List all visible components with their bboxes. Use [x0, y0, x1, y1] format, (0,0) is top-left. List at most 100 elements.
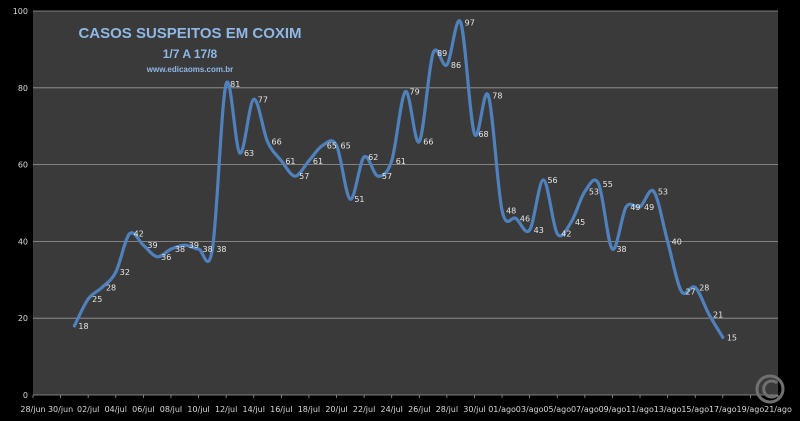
data-point — [114, 270, 118, 274]
data-point — [279, 159, 283, 163]
data-label: 56 — [547, 176, 557, 185]
data-label: 79 — [410, 88, 420, 97]
data-point — [583, 189, 587, 193]
x-tick-label: 28/jun — [20, 405, 45, 414]
data-label: 42 — [134, 230, 144, 239]
data-point — [348, 197, 352, 201]
series-line-casos-suspeitos — [72, 19, 725, 339]
data-point — [693, 285, 697, 289]
x-tick-label: 17/ago — [709, 405, 737, 414]
x-tick-label: 13/ago — [654, 405, 682, 414]
data-point — [307, 159, 311, 163]
gridlines — [33, 10, 778, 396]
data-point — [238, 151, 242, 155]
x-tick-label: 20/jul — [325, 405, 347, 414]
data-label: 21 — [713, 310, 723, 319]
data-label: 46 — [520, 214, 530, 223]
data-point — [390, 159, 394, 163]
x-tick-label: 21/ago — [764, 405, 792, 414]
data-label: 55 — [603, 180, 613, 189]
data-label: 89 — [437, 49, 447, 58]
data-label: 48 — [506, 207, 516, 216]
y-tick-label: 20 — [18, 314, 28, 323]
data-point — [541, 178, 545, 182]
x-tick-label: 15/ago — [681, 405, 709, 414]
data-label: 86 — [451, 61, 461, 70]
data-point — [624, 205, 628, 209]
x-tick-label: 03/ago — [516, 405, 544, 414]
x-tick-label: 12/jul — [215, 405, 237, 414]
chart-source: www.edicaoms.com.br — [146, 65, 233, 74]
data-point — [376, 174, 380, 178]
data-label: 39 — [189, 241, 199, 250]
data-point — [528, 228, 532, 232]
data-point — [100, 285, 104, 289]
x-tick-label: 01/ago — [488, 405, 516, 414]
data-label: 25 — [92, 295, 102, 304]
data-point — [86, 297, 90, 301]
x-tick-label: 22/jul — [353, 405, 375, 414]
data-point — [155, 255, 159, 259]
data-point — [597, 182, 601, 186]
y-tick-label: 80 — [18, 84, 28, 93]
data-point — [431, 51, 435, 55]
data-point — [404, 90, 407, 94]
data-point — [445, 63, 449, 67]
data-label: 38 — [216, 245, 226, 254]
x-tick-label: 02/jul — [77, 405, 99, 414]
data-label: 15 — [727, 333, 737, 342]
data-label: 78 — [492, 91, 502, 100]
x-tick-label: 09/ago — [599, 405, 627, 414]
data-label: 57 — [382, 172, 392, 181]
x-tick-label: 14/jul — [243, 405, 265, 414]
data-label: 62 — [368, 153, 378, 162]
data-label: 49 — [644, 203, 654, 212]
data-point — [472, 132, 476, 136]
data-label: 28 — [106, 283, 116, 292]
x-tick-label: 30/jul — [463, 405, 485, 414]
data-label: 66 — [272, 138, 282, 147]
data-point — [362, 155, 366, 159]
data-label: 65 — [327, 141, 337, 150]
series-layer — [72, 19, 725, 339]
data-point — [638, 205, 642, 209]
data-label: 18 — [78, 322, 88, 331]
y-tick-label: 0 — [23, 391, 28, 400]
x-tick-label: 08/jul — [160, 405, 182, 414]
data-label: 51 — [354, 195, 364, 204]
data-label: 38 — [175, 245, 185, 254]
x-tick-label: 06/jul — [132, 405, 154, 414]
data-point — [335, 143, 339, 147]
data-point — [500, 209, 504, 213]
data-label: 49 — [630, 203, 640, 212]
data-label: 81 — [230, 80, 240, 89]
data-point — [707, 312, 711, 316]
data-label: 38 — [203, 245, 213, 254]
data-label: 65 — [341, 141, 351, 150]
data-label: 40 — [672, 237, 682, 246]
data-point — [459, 21, 463, 25]
data-label: 63 — [244, 149, 254, 158]
plot-area — [33, 11, 778, 395]
x-tick-label: 10/jul — [187, 405, 209, 414]
data-point — [224, 82, 228, 86]
data-point — [610, 247, 614, 251]
x-tick-label: 16/jul — [270, 405, 292, 414]
x-tick-label: 11/ago — [626, 405, 654, 414]
x-tick-label: 24/jul — [381, 405, 403, 414]
data-point — [183, 243, 187, 247]
data-point — [72, 324, 76, 328]
data-point — [569, 220, 573, 224]
y-axis-ticks: 0 20 40 60 80 100 — [13, 7, 28, 400]
data-point — [266, 140, 270, 144]
data-point — [169, 247, 173, 251]
data-label: 53 — [658, 187, 668, 196]
data-label: 61 — [313, 157, 323, 166]
data-point — [417, 140, 421, 144]
x-tick-label: 19/ago — [737, 405, 765, 414]
data-point — [721, 335, 725, 339]
data-label: 53 — [589, 187, 599, 196]
x-tick-label: 30/jun — [48, 405, 73, 414]
